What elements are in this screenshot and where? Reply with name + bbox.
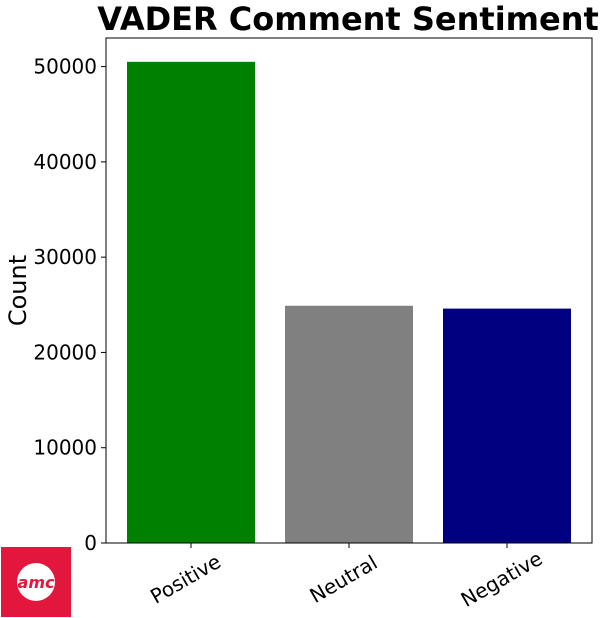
bar-positive bbox=[127, 61, 255, 544]
logo-circle bbox=[17, 563, 55, 601]
x-tick-label: Positive bbox=[146, 549, 225, 608]
y-axis-label: Count bbox=[4, 255, 32, 326]
y-tick-label: 10000 bbox=[33, 436, 97, 460]
x-tick-label: Negative bbox=[457, 546, 547, 612]
y-tick-label: 40000 bbox=[33, 150, 97, 174]
x-tick-label: Neutral bbox=[306, 550, 382, 608]
amc-logo: amc bbox=[1, 547, 71, 617]
chart-title: VADER Comment Sentiment bbox=[97, 0, 599, 38]
logo-text: amc bbox=[18, 573, 55, 592]
x-axis-ticks: Positive Neutral Negative bbox=[146, 543, 546, 612]
y-tick-label: 0 bbox=[84, 531, 97, 555]
y-tick-label: 20000 bbox=[33, 340, 97, 364]
plot-frame bbox=[105, 37, 593, 544]
bar-neutral bbox=[285, 305, 413, 543]
y-axis-ticks: 0 10000 20000 30000 40000 50000 bbox=[33, 55, 106, 555]
bar-negative bbox=[443, 308, 571, 543]
bars-group bbox=[127, 61, 571, 544]
y-tick-label: 30000 bbox=[33, 245, 97, 269]
y-tick-label: 50000 bbox=[33, 55, 97, 79]
